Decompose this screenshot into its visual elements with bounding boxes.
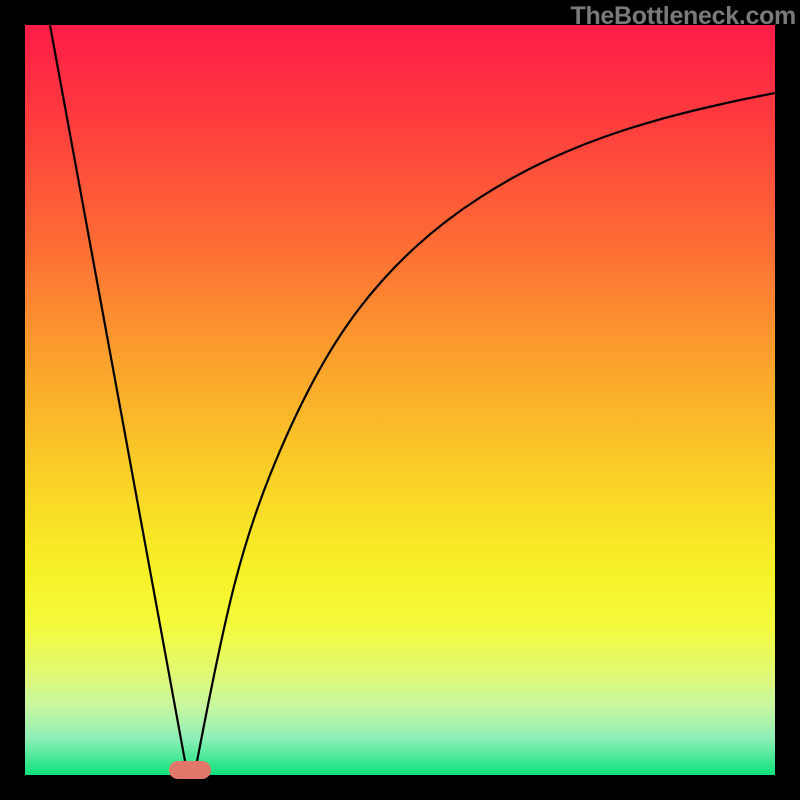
curve-left-branch: [50, 25, 187, 772]
watermark-text: TheBottleneck.com: [570, 2, 796, 31]
curve-right-branch: [195, 93, 775, 772]
chart-frame: TheBottleneck.com: [0, 0, 800, 800]
optimal-marker: [169, 761, 211, 779]
plot-area: [25, 25, 775, 775]
bottleneck-curve: [25, 25, 775, 775]
